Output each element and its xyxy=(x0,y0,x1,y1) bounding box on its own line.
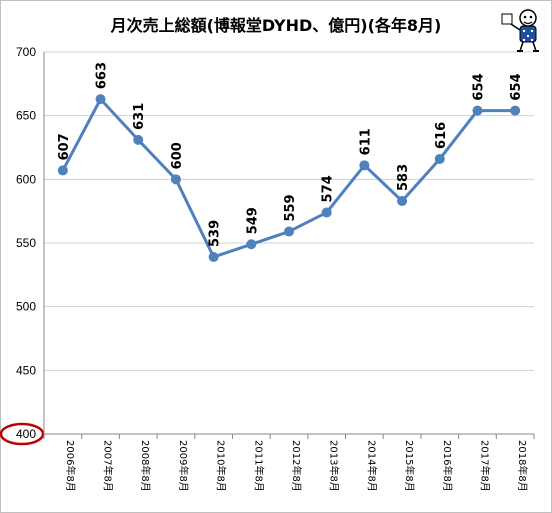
data-label: 654 xyxy=(509,73,524,100)
y-tick-label: 700 xyxy=(16,45,36,59)
y-tick-label: 650 xyxy=(16,109,36,123)
x-tick-label: 2018年8月 xyxy=(516,440,529,492)
x-tick-label: 2011年8月 xyxy=(252,440,265,492)
data-point xyxy=(510,105,521,116)
data-label: 654 xyxy=(471,73,486,100)
data-point xyxy=(472,105,483,116)
x-tick-label: 2015年8月 xyxy=(403,440,416,492)
data-point xyxy=(170,174,181,185)
x-tick-label: 2009年8月 xyxy=(177,440,190,492)
data-point xyxy=(284,226,294,237)
data-label: 631 xyxy=(132,103,147,130)
chart-title: 月次売上総額(博報堂DYHD、億円)(各年8月) xyxy=(110,16,442,35)
data-label: 616 xyxy=(434,122,449,149)
data-point xyxy=(95,94,106,105)
data-point xyxy=(321,207,332,218)
x-tick-label: 2010年8月 xyxy=(215,440,228,492)
data-label: 549 xyxy=(245,207,260,234)
x-tick-label: 2014年8月 xyxy=(365,440,378,492)
data-label: 539 xyxy=(208,220,223,247)
data-point xyxy=(208,252,219,263)
x-tick-label: 2008年8月 xyxy=(139,440,152,492)
x-tick-label: 2013年8月 xyxy=(328,440,341,492)
x-tick-label: 2017年8月 xyxy=(478,440,491,492)
cartoon-character-icon xyxy=(501,9,539,52)
data-label: 583 xyxy=(396,164,411,191)
data-label: 607 xyxy=(57,133,72,160)
data-label: 663 xyxy=(95,62,110,89)
data-label: 611 xyxy=(358,128,373,155)
x-tick-label: 2007年8月 xyxy=(102,440,115,492)
data-point xyxy=(359,160,370,171)
highlight-ellipse xyxy=(0,422,45,446)
x-tick-label: 2016年8月 xyxy=(441,440,454,492)
y-tick-label: 450 xyxy=(16,363,36,377)
data-label: 559 xyxy=(283,194,298,221)
x-tick-label: 2012年8月 xyxy=(290,440,303,492)
data-label: 574 xyxy=(321,175,336,202)
data-point xyxy=(246,239,257,250)
data-point xyxy=(57,165,68,176)
data-label: 600 xyxy=(170,142,185,169)
data-point xyxy=(434,153,445,164)
y-tick-label: 500 xyxy=(16,300,36,314)
y-tick-label: 550 xyxy=(16,236,36,250)
data-point xyxy=(133,134,144,145)
y-tick-label: 600 xyxy=(16,172,36,186)
data-point xyxy=(397,195,408,206)
y-tick-label: 400 xyxy=(16,427,36,441)
x-tick-label: 2006年8月 xyxy=(64,440,77,492)
